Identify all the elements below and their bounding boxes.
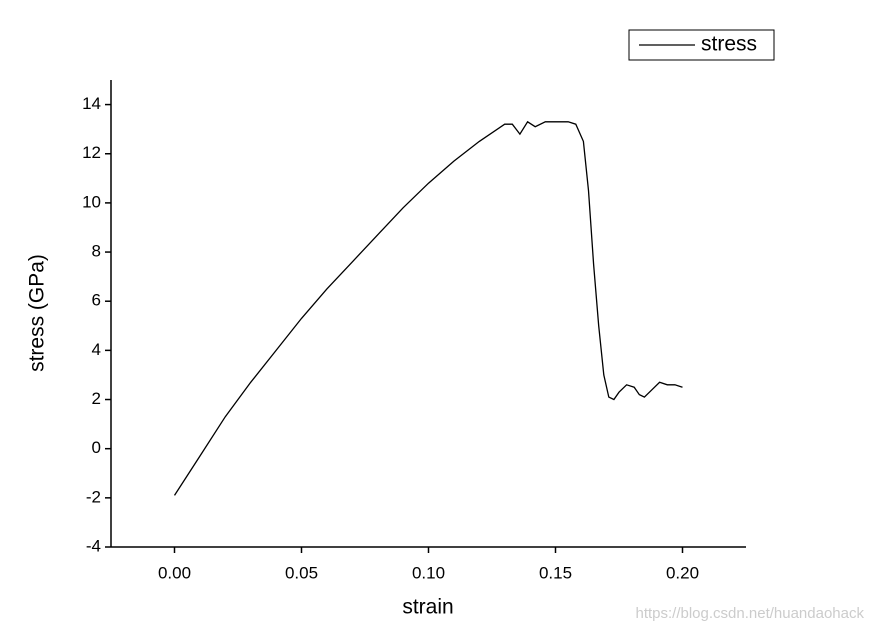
x-tick-label: 0.15 <box>539 563 572 582</box>
y-tick-label: 0 <box>92 438 101 457</box>
x-tick-label: 0.05 <box>285 563 318 582</box>
y-tick-label: 2 <box>92 389 101 408</box>
watermark: https://blog.csdn.net/huandaohack <box>635 605 864 622</box>
legend-label: stress <box>701 33 757 56</box>
y-tick-label: -2 <box>86 487 101 506</box>
x-tick-label: 0.00 <box>158 563 191 582</box>
y-axis-label: stress (GPa) <box>26 254 49 372</box>
y-tick-label: 6 <box>92 291 101 310</box>
legend-box <box>628 29 775 61</box>
y-tick-label: 12 <box>82 143 101 162</box>
line <box>173 120 683 496</box>
x-axis-label: strain <box>402 596 453 619</box>
y-tick-label: 14 <box>82 94 101 113</box>
y-tick-label: 8 <box>92 242 101 261</box>
y-tick-label: 10 <box>82 192 101 211</box>
x-tick-label: 0.20 <box>666 563 699 582</box>
x-tick-label: 0.10 <box>412 563 445 582</box>
y-tick-label: -4 <box>86 536 101 555</box>
y-tick-label: 4 <box>92 340 101 359</box>
